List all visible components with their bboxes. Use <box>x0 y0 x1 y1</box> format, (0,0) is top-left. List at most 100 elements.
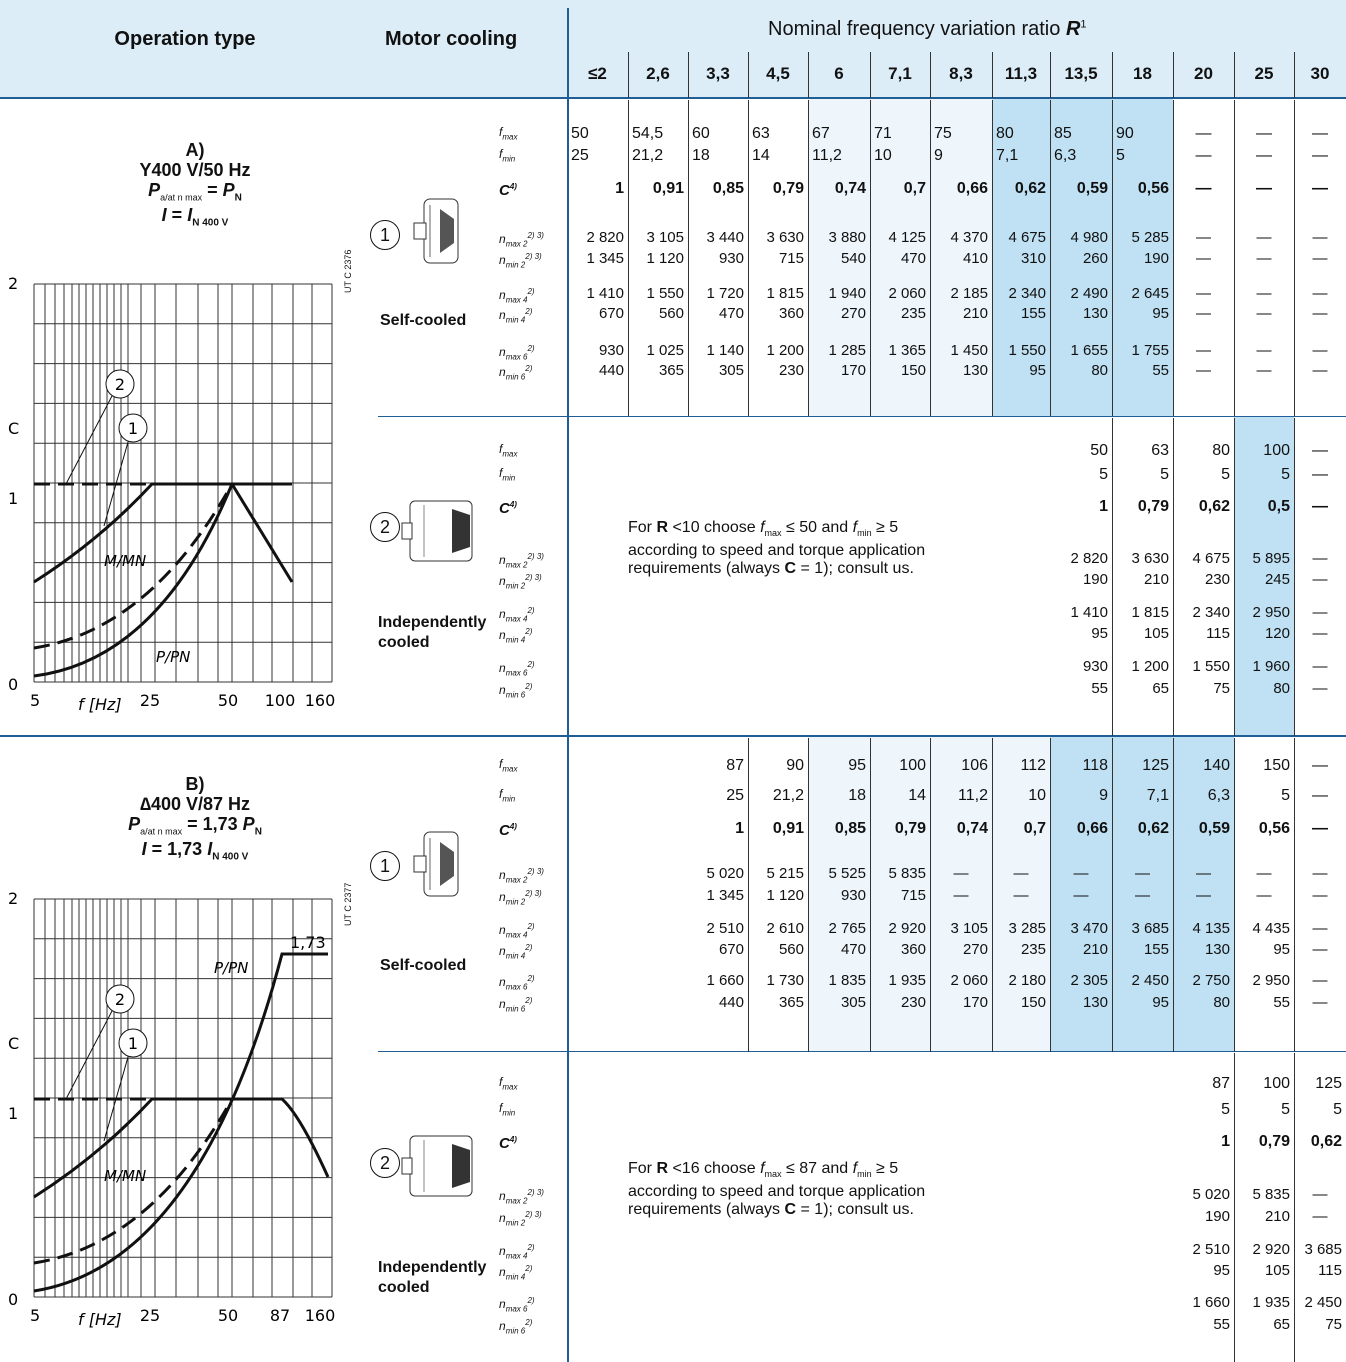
curve-torque-label: M/MN <box>104 1167 146 1185</box>
curve-power-dashed <box>33 1098 234 1265</box>
note-b: For R <16 choose fmax ≤ 87 and fmin ≥ 5 … <box>628 1160 926 1219</box>
table-cell: 130 <box>962 362 988 379</box>
row-label-nmin6: nmin 62) <box>499 682 533 700</box>
table-cell: 1 815 <box>1131 604 1169 621</box>
table-cell: 305 <box>718 362 744 379</box>
table-cell: — <box>1312 125 1328 142</box>
curve-power-label: P/PN <box>214 959 248 977</box>
table-cell: 55 <box>1091 680 1108 697</box>
table-cell: 170 <box>962 994 988 1011</box>
col-rule <box>1050 738 1051 1052</box>
table-cell: 115 <box>1206 625 1230 642</box>
table-cell: 930 <box>840 887 866 904</box>
table-cell: 150 <box>900 362 926 379</box>
table-cell: 3 440 <box>706 229 744 246</box>
table-cell: 0,7 <box>903 180 926 197</box>
table-cell: 0,62 <box>1198 498 1230 515</box>
table-cell: 0,62 <box>1137 820 1169 837</box>
table-cell: 55 <box>1152 362 1169 379</box>
motor-cooling-header: Motor cooling <box>385 28 518 50</box>
table-cell: 235 <box>1020 941 1046 958</box>
table-cell: 1 120 <box>766 887 804 904</box>
table-cell: 80 <box>1273 680 1290 697</box>
table-cell: 930 <box>1082 658 1108 675</box>
band-light-b <box>992 736 1050 1052</box>
table-cell: — <box>1256 125 1272 142</box>
col-rule <box>1234 100 1235 416</box>
header-col-rule <box>1173 52 1174 98</box>
table-cell: 1 200 <box>766 342 804 359</box>
col-rule <box>992 738 993 1052</box>
row-label-nmax6: nmax 62) <box>499 344 535 362</box>
table-cell: 95 <box>1213 1262 1230 1279</box>
table-cell: 235 <box>900 305 926 322</box>
table-cell: 0,62 <box>1014 180 1046 197</box>
table-cell: 150 <box>1263 757 1290 774</box>
x-axis-label: f [Hz] <box>78 695 122 714</box>
table-cell: 5 895 <box>1252 550 1290 567</box>
table-cell: — <box>1312 680 1328 697</box>
table-cell: 95 <box>1273 941 1290 958</box>
header-rule <box>0 97 1346 99</box>
table-cell: 155 <box>1143 941 1169 958</box>
table-cell: 0,59 <box>1076 180 1108 197</box>
row-label-nmax6: nmax 62) <box>499 1296 535 1314</box>
table-cell: 2 510 <box>1192 1241 1230 1258</box>
table-cell: 930 <box>598 342 624 359</box>
y-tick: 0 <box>8 1290 18 1309</box>
table-cell: 1 345 <box>706 887 744 904</box>
col-rule <box>628 100 629 416</box>
table-cell: 0,56 <box>1137 180 1169 197</box>
table-cell: 670 <box>598 305 624 322</box>
table-cell: 2 950 <box>1252 972 1290 989</box>
table-cell: 115 <box>1318 1262 1342 1279</box>
table-cell: — <box>1312 285 1328 302</box>
table-cell: 1 935 <box>1252 1294 1290 1311</box>
band-mid-b2 <box>1173 736 1234 1052</box>
row-label-nmax4: nmax 42) <box>499 922 535 940</box>
table-cell: 5 835 <box>1252 1186 1290 1203</box>
table-cell: 540 <box>840 250 866 267</box>
curve-power <box>33 483 234 678</box>
row-label-nmin4: nmin 42) <box>499 627 533 645</box>
row-label-C: C4) <box>499 822 517 839</box>
table-cell: 95 <box>1152 305 1169 322</box>
section-b-title: B) ∆400 V/87 Hz Pa/at n max = 1,73 PN I … <box>128 774 262 863</box>
graph-a: 2 C 1 05 25 50 100 160 f [Hz] 2 1 M/MN P/PN <box>8 274 335 714</box>
table-cell: — <box>1135 865 1150 882</box>
curve-power-label: P/PN <box>156 648 190 666</box>
ratio-col-header: 13,5 <box>1064 64 1098 83</box>
table-cell: — <box>1073 887 1089 904</box>
table-cell: 5 835 <box>888 865 926 882</box>
table-cell: 95 <box>1152 994 1169 1011</box>
marker-2-leader <box>65 1010 113 1100</box>
table-cell: — <box>1256 147 1272 164</box>
table-cell: — <box>1312 920 1328 937</box>
col-rule <box>1173 100 1174 416</box>
table-cell: — <box>953 865 969 882</box>
self-cooled-label-a: Self-cooled <box>380 312 467 329</box>
x-axis-label: f [Hz] <box>78 1310 122 1329</box>
col-rule <box>1294 1053 1295 1362</box>
table-cell: 0,85 <box>834 820 866 837</box>
table-cell: 14 <box>908 787 926 804</box>
table-cell: — <box>1195 125 1212 142</box>
table-cell: — <box>1312 229 1328 246</box>
table-cell: 50 <box>1090 442 1108 459</box>
self-cooled-motor-icon <box>413 198 459 264</box>
independently-cooled-motor-icon <box>401 500 473 562</box>
table-cell: 1 <box>735 820 744 837</box>
table-cell: 0,79 <box>894 820 926 837</box>
table-cell: 50 <box>571 125 589 142</box>
table-cell: 150 <box>1020 994 1046 1011</box>
table-cell: — <box>1312 498 1328 515</box>
table-cell: 0,85 <box>712 180 744 197</box>
table-cell: 560 <box>778 941 804 958</box>
table-cell: 5 285 <box>1131 229 1169 246</box>
table-cell: 1 730 <box>766 972 804 989</box>
table-cell: 0,91 <box>652 180 684 197</box>
table-cell: 130 <box>1082 305 1108 322</box>
ratio-col-header: 3,3 <box>706 64 730 83</box>
table-cell: 1 720 <box>706 285 744 302</box>
table-cell: 3 880 <box>828 229 866 246</box>
